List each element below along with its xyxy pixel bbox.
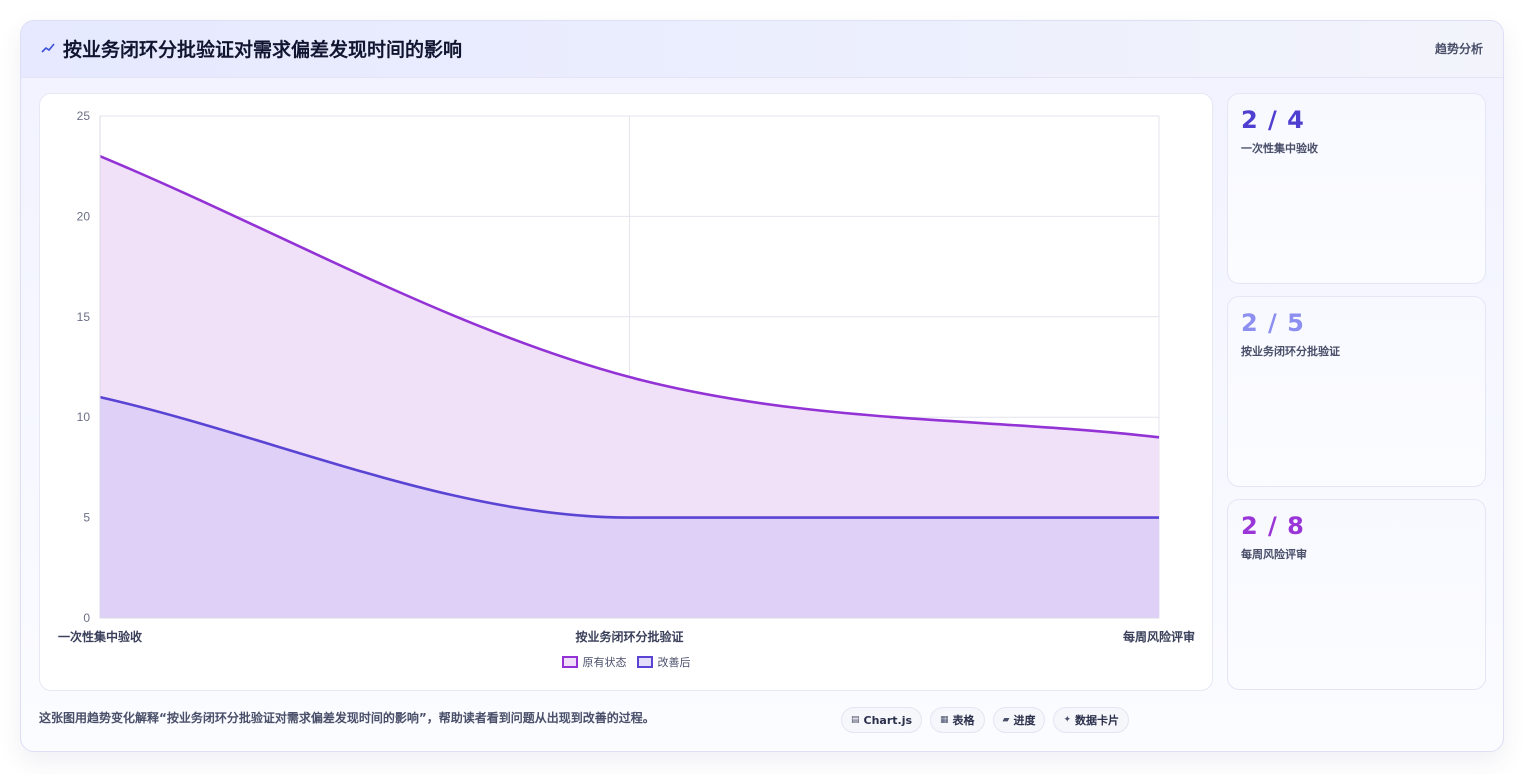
stat-value-3: 2 / 8 (1241, 512, 1305, 540)
y-tick-label-20: 20 (77, 209, 91, 223)
y-tick-label-25: 25 (77, 109, 91, 123)
stat-card-1: 2 / 4 一次性集中验收 (1227, 93, 1486, 284)
chip-data-card[interactable]: ✦ 数据卡片 (1053, 707, 1130, 733)
legend-item-improved[interactable]: 改善后 (636, 652, 691, 672)
stat-label-3: 每周风险评审 (1241, 548, 1307, 561)
stat-label-1: 一次性集中验收 (1241, 142, 1318, 155)
chip-label-table: 表格 (952, 714, 975, 727)
legend-label-original: 原有状态 (582, 656, 627, 669)
x-tick-label-1: 按业务闭环分批验证 (575, 629, 683, 644)
stat-value-2: 2 / 5 (1241, 309, 1305, 337)
chip-label-chartjs: Chart.js (863, 713, 913, 727)
chart-panel: 0 5 10 15 20 25 一次性集中验收 按业务闭环分批验证 每周风险评审 原有状态 改善… (39, 93, 1213, 691)
x-tick-label-0: 一次性集中验收 (58, 629, 142, 644)
tool-chips: ▤ Chart.js ▦ 表格 ▰ 进度 ✦ 数据卡片 (841, 707, 1130, 735)
analysis-tag[interactable]: 趋势分析 (1434, 42, 1483, 56)
legend-swatch-improved (636, 656, 653, 668)
y-tick-label-0: 0 (83, 611, 90, 625)
chart-legend: 原有状态 改善后 (40, 652, 1212, 672)
legend-item-original[interactable]: 原有状态 (561, 652, 627, 672)
y-tick-label-15: 15 (77, 310, 91, 324)
trend-line-icon (41, 43, 55, 53)
chip-table[interactable]: ▦ 表格 (930, 707, 985, 733)
chart-icon: ▤ (851, 715, 860, 725)
legend-label-improved: 改善后 (657, 656, 691, 669)
chip-progress[interactable]: ▰ 进度 (992, 707, 1046, 733)
stat-value-1: 2 / 4 (1241, 106, 1305, 134)
x-tick-label-2: 每周风险评审 (1123, 629, 1195, 644)
y-tick-label-5: 5 (83, 511, 90, 525)
chip-label-data-card: 数据卡片 (1075, 714, 1120, 727)
series-line-original (99, 154, 1160, 439)
chart-card: 按业务闭环分批验证对需求偏差发现时间的影响 趋势分析 0 5 10 15 20 25 一次性… (20, 20, 1504, 752)
card-header: 按业务闭环分批验证对需求偏差发现时间的影响 趋势分析 (21, 21, 1503, 78)
stat-card-2: 2 / 5 按业务闭环分批验证 (1227, 296, 1486, 487)
sparkle-icon: ✦ (1063, 715, 1072, 725)
area-chart: 0 5 10 15 20 25 一次性集中验收 按业务闭环分批验证 每周风险评审 (58, 109, 1195, 644)
progress-icon: ▰ (1002, 715, 1010, 725)
legend-swatch-original (561, 656, 578, 668)
chip-chartjs[interactable]: ▤ Chart.js (841, 707, 923, 733)
page-title: 按业务闭环分批验证对需求偏差发现时间的影响 (63, 39, 463, 61)
stat-card-3: 2 / 8 每周风险评审 (1227, 499, 1486, 690)
chart-description: 这张图用趋势变化解释“按业务闭环分批验证对需求偏差发现时间的影响”，帮助读者看到… (39, 711, 655, 725)
y-tick-label-10: 10 (77, 410, 91, 424)
area-fill-improved (100, 397, 1159, 618)
chip-label-progress: 进度 (1013, 714, 1036, 727)
stat-label-2: 按业务闭环分批验证 (1241, 345, 1340, 358)
table-icon: ▦ (940, 715, 949, 725)
